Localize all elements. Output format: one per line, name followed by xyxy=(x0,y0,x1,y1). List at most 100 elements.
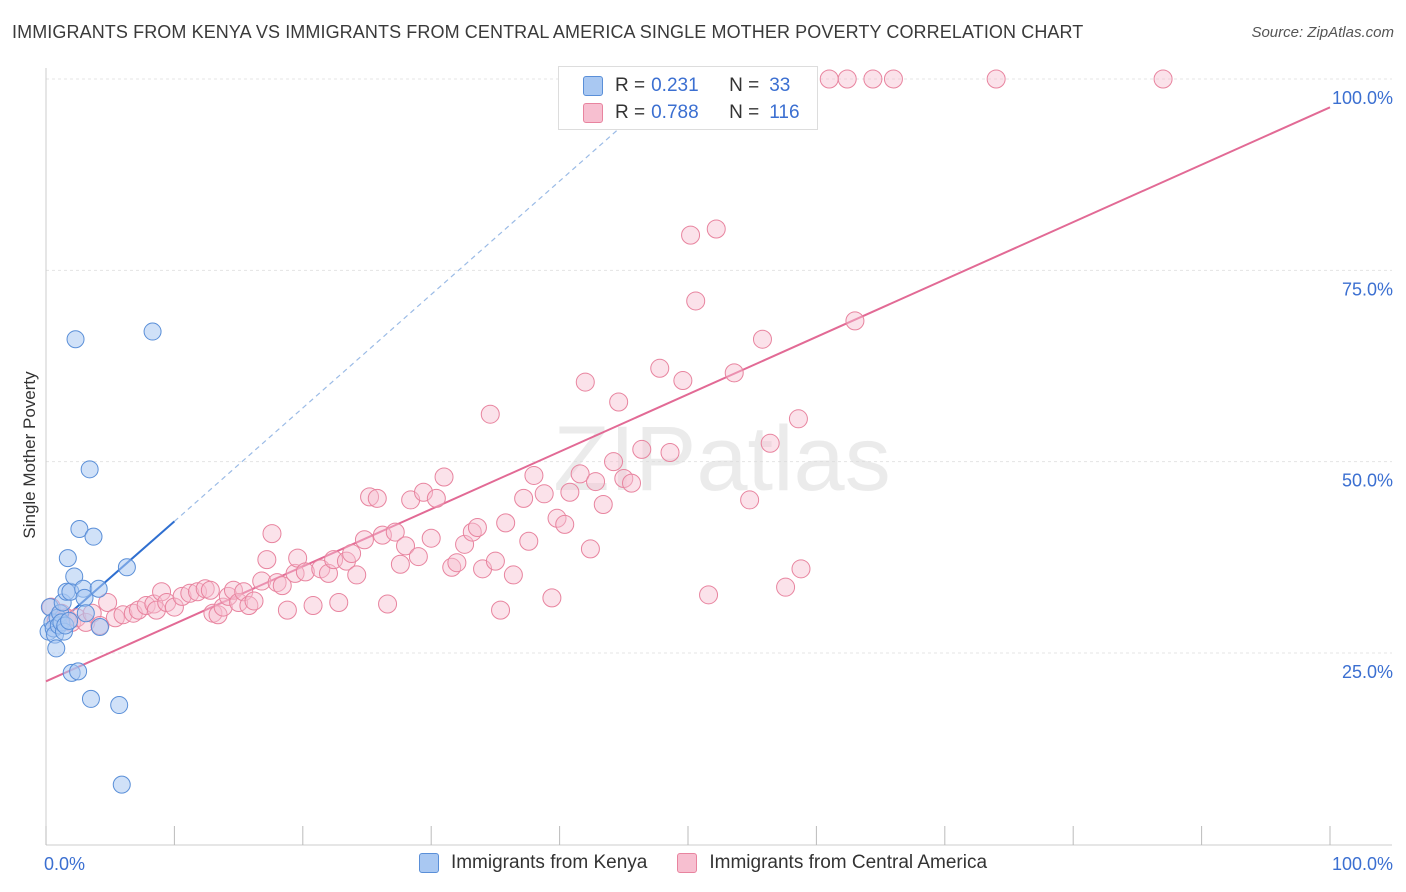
data-point-central-america xyxy=(272,576,292,596)
legend-swatch-kenya xyxy=(418,853,439,873)
data-point-central-america xyxy=(622,473,642,493)
r-label: R = xyxy=(615,75,646,96)
n-value: 33 xyxy=(769,75,791,96)
n-label: N = xyxy=(729,75,760,96)
data-point-central-america xyxy=(686,291,706,311)
trend-line-central-america xyxy=(45,106,1331,683)
data-point-central-america xyxy=(390,554,410,574)
series-legend: Immigrants from Kenya Immigrants from Ce… xyxy=(0,852,1406,874)
legend-swatch-central-america xyxy=(583,103,603,123)
axes xyxy=(45,68,1392,846)
trend-line-kenya-extension xyxy=(174,78,676,522)
data-point-central-america xyxy=(491,600,511,620)
data-point-kenya xyxy=(117,558,136,577)
data-point-central-america xyxy=(986,69,1006,89)
tick-labels: 25.0% 50.0% 75.0% 100.0% 0.0% 100.0% xyxy=(44,88,1393,874)
y-tick-label: 25.0% xyxy=(1342,662,1393,682)
data-point-central-america xyxy=(1153,69,1173,89)
data-point-kenya xyxy=(47,639,66,658)
data-point-central-america xyxy=(408,547,428,567)
data-points xyxy=(39,69,1173,794)
r-value: 0.788 xyxy=(651,102,699,123)
data-point-central-america xyxy=(105,608,125,628)
grid xyxy=(46,78,1392,654)
data-point-kenya xyxy=(70,520,89,539)
data-point-central-america xyxy=(152,582,172,602)
y-axis-title: Single Mother Poverty xyxy=(20,371,39,539)
data-point-central-america xyxy=(329,592,349,612)
data-point-kenya xyxy=(112,775,131,794)
data-point-central-america xyxy=(229,592,249,612)
data-point-central-america xyxy=(385,522,405,542)
data-point-central-america xyxy=(257,550,277,570)
data-point-central-america xyxy=(262,524,282,544)
correlation-legend: R = 0.231 N = 33 R = 0.788 N = 116 xyxy=(558,66,818,130)
data-point-central-america xyxy=(496,513,516,533)
data-point-central-america xyxy=(295,562,315,582)
data-point-central-america xyxy=(632,439,652,459)
data-point-central-america xyxy=(285,563,305,583)
data-point-central-america xyxy=(519,531,539,551)
data-point-central-america xyxy=(699,585,719,605)
data-point-kenya xyxy=(84,527,103,546)
data-point-central-america xyxy=(303,596,323,616)
source-label: Source: ZipAtlas.com xyxy=(1251,24,1394,41)
data-point-central-america xyxy=(347,565,367,585)
data-point-kenya xyxy=(58,549,77,568)
data-point-central-america xyxy=(604,452,624,472)
data-point-central-america xyxy=(136,596,156,616)
data-point-central-america xyxy=(218,586,238,606)
legend-item-central-america[interactable]: Immigrants from Central America xyxy=(677,852,987,874)
data-point-central-america xyxy=(413,482,433,502)
data-point-kenya xyxy=(69,662,88,681)
data-point-central-america xyxy=(244,591,264,611)
chart-title: IMMIGRANTS FROM KENYA VS IMMIGRANTS FROM… xyxy=(12,22,1084,42)
n-value: 116 xyxy=(769,102,800,123)
data-point-central-america xyxy=(467,517,487,537)
data-point-central-america xyxy=(180,583,200,603)
data-point-central-america xyxy=(586,472,606,492)
data-point-central-america xyxy=(372,525,392,545)
data-point-central-america xyxy=(172,586,192,606)
y-tick-label: 75.0% xyxy=(1342,279,1393,299)
data-point-central-america xyxy=(570,464,590,484)
legend-row-kenya: R = 0.231 N = 33 xyxy=(583,73,790,99)
legend-row-central-america: R = 0.788 N = 116 xyxy=(583,100,800,126)
data-point-central-america xyxy=(367,488,387,508)
data-point-central-america xyxy=(819,69,839,89)
data-point-central-america xyxy=(434,467,454,487)
watermark: ZIPatlas xyxy=(553,408,890,510)
data-point-central-america xyxy=(681,225,701,245)
r-label: R = xyxy=(615,102,646,123)
data-point-kenya xyxy=(80,460,99,479)
data-point-central-america xyxy=(514,488,534,508)
data-point-kenya xyxy=(90,617,109,636)
data-point-central-america xyxy=(776,577,796,597)
data-point-central-america xyxy=(113,605,133,625)
data-point-central-america xyxy=(883,69,903,89)
data-point-central-america xyxy=(791,559,811,579)
data-point-central-america xyxy=(277,600,297,620)
data-point-central-america xyxy=(223,580,243,600)
data-point-central-america xyxy=(706,219,726,239)
legend-item-kenya[interactable]: Immigrants from Kenya xyxy=(418,852,647,874)
data-point-central-america xyxy=(421,528,441,548)
data-point-central-america xyxy=(555,514,575,534)
legend-swatch-kenya xyxy=(583,76,603,96)
data-point-kenya xyxy=(66,330,85,349)
data-point-central-america xyxy=(560,482,580,502)
data-point-central-america xyxy=(360,487,380,507)
n-label: N = xyxy=(729,102,760,123)
data-point-central-america xyxy=(342,544,362,564)
legend-swatch-central-america xyxy=(677,853,698,873)
legend-label-central-america: Immigrants from Central America xyxy=(709,852,988,873)
data-point-kenya xyxy=(76,604,95,623)
data-point-kenya xyxy=(81,689,100,708)
data-point-central-america xyxy=(724,363,744,383)
data-point-kenya xyxy=(110,696,129,715)
data-point-central-america xyxy=(426,488,446,508)
data-point-central-america xyxy=(480,404,500,424)
x-tick-label: 0.0% xyxy=(44,854,85,874)
data-point-central-america xyxy=(164,597,184,617)
